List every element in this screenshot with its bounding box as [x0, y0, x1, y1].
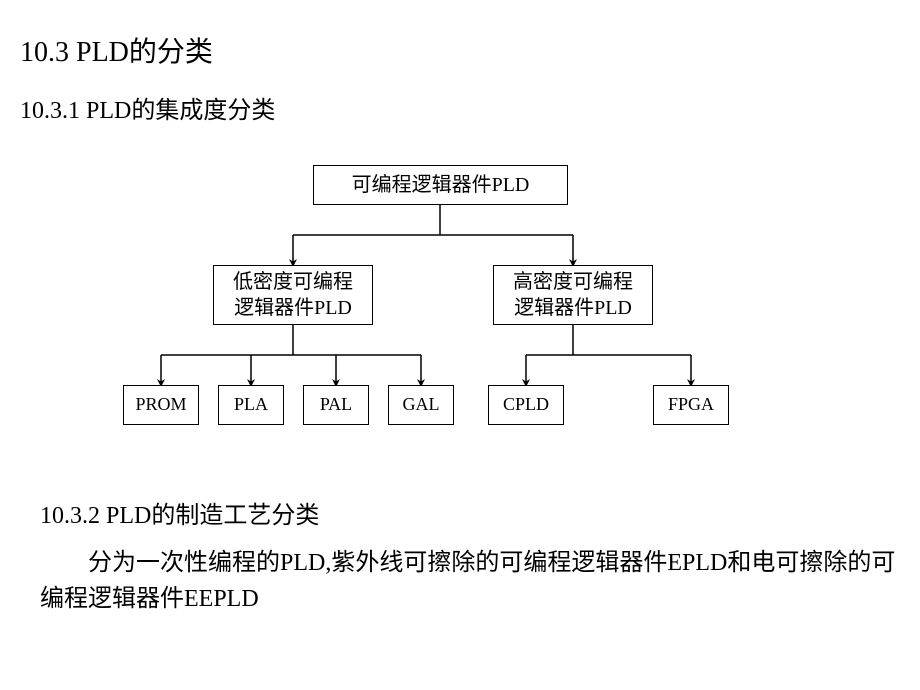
node-mid-left-line2: 逻辑器件PLD: [234, 295, 352, 321]
node-leaf-gal: GAL: [388, 385, 454, 425]
node-mid-left: 低密度可编程 逻辑器件PLD: [213, 265, 373, 325]
subsection-heading-2: 10.3.2 PLD的制造工艺分类: [40, 495, 900, 530]
node-leaf-cpld: CPLD: [488, 385, 564, 425]
node-mid-left-line1: 低密度可编程: [233, 269, 353, 295]
section-heading: 10.3 PLD的分类: [20, 30, 900, 70]
tree-diagram: 可编程逻辑器件PLD 低密度可编程 逻辑器件PLD 高密度可编程 逻辑器件PLD…: [20, 155, 920, 465]
subsection-heading-1: 10.3.1 PLD的集成度分类: [20, 90, 900, 125]
node-root-label: 可编程逻辑器件PLD: [352, 172, 530, 198]
node-mid-right: 高密度可编程 逻辑器件PLD: [493, 265, 653, 325]
node-leaf-pal: PAL: [303, 385, 369, 425]
node-mid-right-line1: 高密度可编程: [513, 269, 633, 295]
node-leaf-prom: PROM: [123, 385, 199, 425]
body-paragraph: 分为一次性编程的PLD,紫外线可擦除的可编程逻辑器件EPLD和电可擦除的可编程逻…: [40, 545, 900, 617]
node-leaf-pla: PLA: [218, 385, 284, 425]
node-root: 可编程逻辑器件PLD: [313, 165, 568, 205]
node-leaf-fpga: FPGA: [653, 385, 729, 425]
node-mid-right-line2: 逻辑器件PLD: [514, 295, 632, 321]
